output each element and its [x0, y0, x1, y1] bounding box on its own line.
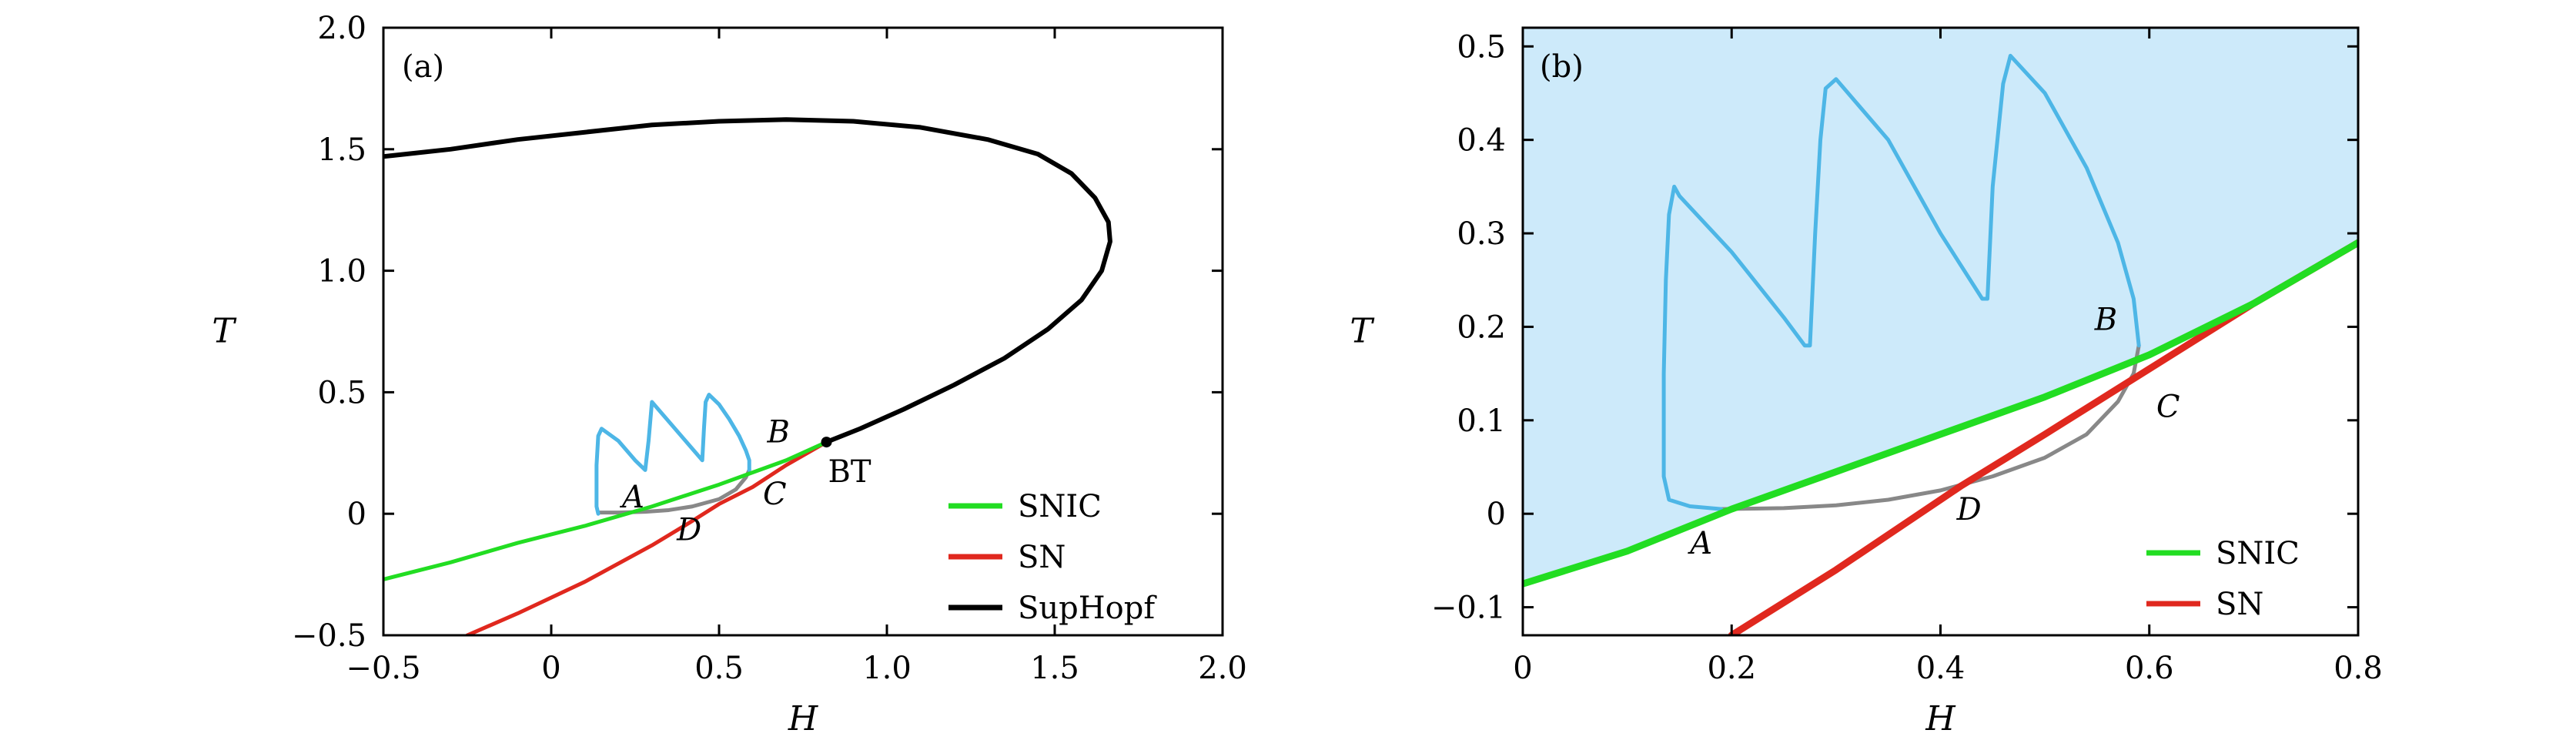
- panel-label: (b): [1540, 49, 1584, 85]
- x-tick-label: 0: [541, 651, 560, 686]
- bt-point: [821, 437, 832, 448]
- x-tick-label: 0.6: [2125, 651, 2174, 686]
- y-axis-label: T: [212, 312, 237, 351]
- y-tick-label: 0.5: [317, 375, 366, 410]
- y-tick-label: 0.2: [1457, 310, 1506, 345]
- point-label-a: A: [619, 480, 644, 515]
- y-tick-label: −0.5: [292, 618, 366, 654]
- point-label-c: C: [763, 477, 787, 512]
- y-tick-label: 0.4: [1457, 123, 1506, 159]
- legend-label-snic: SNIC: [1018, 489, 1102, 524]
- y-tick-label: 0.5: [1457, 29, 1506, 65]
- point-label-a: A: [1687, 526, 1712, 561]
- y-tick-label: 0: [1487, 497, 1506, 532]
- y-tick-label: 1.0: [317, 254, 366, 290]
- x-tick-label: 1.5: [1030, 651, 1079, 686]
- x-tick-label: 0.2: [1707, 651, 1756, 686]
- series-line-gray: [596, 467, 751, 515]
- y-tick-label: 0.3: [1457, 216, 1506, 252]
- legend-label-snic: SNIC: [2216, 536, 2300, 571]
- y-tick-label: 2.0: [317, 11, 366, 46]
- x-axis-label: H: [788, 699, 819, 738]
- stability-region: [1523, 28, 2358, 584]
- panel-a: −0.5 0 0.5 1.0 1.5 2.0 −0.5 0 0.5 1.0 1.5 2.0 H T (a) A…: [212, 11, 1246, 738]
- x-tick-label: 0.5: [694, 651, 744, 686]
- series-line-sn: [465, 440, 829, 635]
- x-tick-label: 0: [1513, 651, 1532, 686]
- series-line-snic: [1523, 239, 2358, 588]
- panel-b: 0 0.2 0.4 0.6 0.8−0.100.10.20.30.40.5HT(b)AB…: [1350, 26, 2383, 738]
- x-tick-label: 0.4: [1916, 651, 1965, 686]
- point-label-d: D: [1956, 492, 1982, 527]
- series-line-gray: [1719, 343, 2141, 511]
- y-axis-label: T: [1350, 312, 1375, 351]
- series-line-cycle: [594, 393, 751, 516]
- plot-frame: [382, 26, 1224, 637]
- series-line-cycle: [1661, 53, 2141, 511]
- series-line-sn: [1728, 239, 2358, 635]
- bt-label: BT: [828, 454, 871, 490]
- y-tick-label: 0: [347, 497, 366, 532]
- point-label-d: D: [676, 513, 701, 548]
- x-tick-label: 2.0: [1198, 651, 1247, 686]
- x-axis-label: H: [1925, 699, 1956, 738]
- panel-label: (a): [402, 49, 444, 85]
- point-label-b: B: [767, 414, 790, 450]
- y-tick-label: 1.5: [317, 132, 366, 168]
- legend-label-sn: SN: [2216, 587, 2263, 622]
- series-line-suphopf: [383, 117, 1112, 445]
- point-label-b: B: [2094, 303, 2117, 338]
- x-tick-label: 0.8: [2333, 651, 2383, 686]
- series-line-snic: [383, 440, 829, 581]
- legend-label-suphopf: SupHopf: [1018, 591, 1157, 626]
- x-tick-label: −0.5: [346, 651, 420, 686]
- point-label-c: C: [2156, 389, 2180, 424]
- legend-label-sn: SN: [1018, 540, 1066, 575]
- x-tick-label: 1.0: [862, 651, 912, 686]
- y-tick-label: −0.1: [1431, 591, 1506, 626]
- y-tick-label: 0.1: [1457, 403, 1506, 439]
